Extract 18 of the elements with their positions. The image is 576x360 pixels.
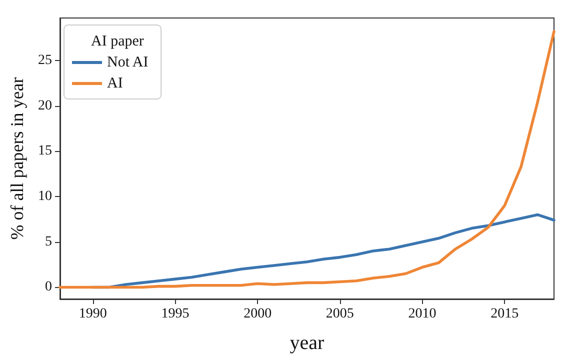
legend-label: AI — [107, 76, 123, 92]
y-tick-label: 15 — [38, 144, 52, 159]
x-tick-label: 1990 — [78, 306, 107, 322]
legend-title: AI paper — [91, 34, 144, 50]
y-tick-label: 0 — [45, 280, 52, 295]
y-tick-label: 25 — [38, 53, 52, 68]
legend-label: Not AI — [107, 54, 148, 70]
y-tick-label: 20 — [38, 98, 52, 114]
x-tick-label: 2010 — [408, 306, 436, 322]
x-tick-label: 1995 — [161, 306, 190, 322]
x-axis-title: year — [290, 332, 325, 354]
x-tick-label: 2005 — [326, 306, 354, 322]
y-axis-title: % of all papers in year — [7, 77, 27, 240]
y-tick-label: 5 — [45, 234, 52, 250]
x-tick-label: 2015 — [490, 306, 519, 322]
line-series — [58, 30, 556, 289]
x-tick-label: 2000 — [244, 306, 272, 322]
y-tick-label: 10 — [38, 189, 52, 204]
